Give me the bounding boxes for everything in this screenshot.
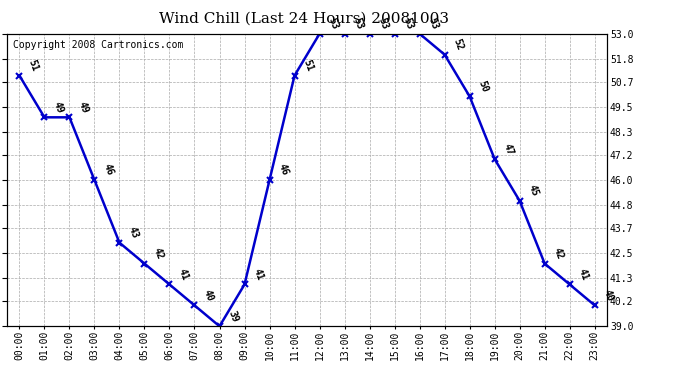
Text: 53: 53 xyxy=(426,16,440,31)
Text: 41: 41 xyxy=(251,267,265,282)
Text: 42: 42 xyxy=(151,246,165,261)
Text: 47: 47 xyxy=(502,142,515,156)
Text: 40: 40 xyxy=(602,288,615,303)
Text: 46: 46 xyxy=(277,163,290,177)
Text: Wind Chill (Last 24 Hours) 20081003: Wind Chill (Last 24 Hours) 20081003 xyxy=(159,11,448,25)
Text: 39: 39 xyxy=(226,309,240,324)
Text: 50: 50 xyxy=(477,79,490,94)
Text: 45: 45 xyxy=(526,184,540,198)
Text: 46: 46 xyxy=(101,163,115,177)
Text: 53: 53 xyxy=(377,16,390,31)
Text: 51: 51 xyxy=(302,58,315,73)
Text: 49: 49 xyxy=(51,100,65,114)
Text: 43: 43 xyxy=(126,225,140,240)
Text: 53: 53 xyxy=(402,16,415,31)
Text: 42: 42 xyxy=(551,246,565,261)
Text: Copyright 2008 Cartronics.com: Copyright 2008 Cartronics.com xyxy=(13,40,184,50)
Text: 52: 52 xyxy=(451,38,465,52)
Text: 41: 41 xyxy=(577,267,590,282)
Text: 51: 51 xyxy=(26,58,40,73)
Text: 53: 53 xyxy=(351,16,365,31)
Text: 53: 53 xyxy=(326,16,340,31)
Text: 41: 41 xyxy=(177,267,190,282)
Text: 40: 40 xyxy=(201,288,215,303)
Text: 49: 49 xyxy=(77,100,90,114)
